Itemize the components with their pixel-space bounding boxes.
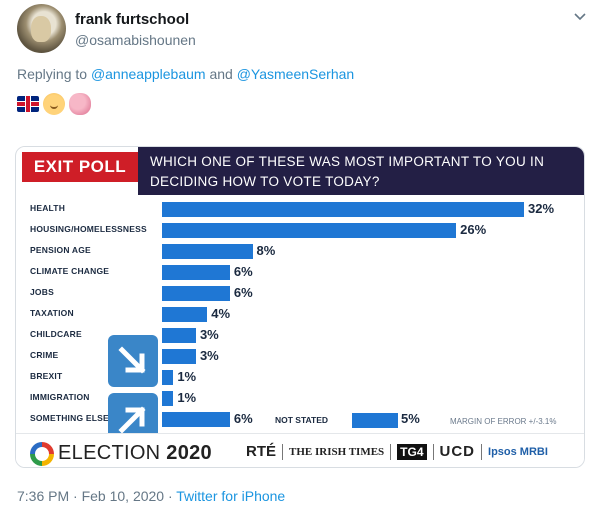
- bar-value-label: 3%: [199, 327, 219, 342]
- chart-bar: [162, 202, 524, 217]
- chart-row: JOBS 6%: [16, 283, 584, 304]
- chevron-down-icon[interactable]: [573, 10, 587, 24]
- chart-bar: [162, 265, 230, 280]
- chart-row: PENSION AGE 8%: [16, 241, 584, 262]
- not-stated-bar: [352, 413, 398, 428]
- chart-row: IMMIGRATION 1%: [16, 388, 584, 409]
- mention-link-2[interactable]: @YasmeenSerhan: [236, 66, 355, 82]
- election-year: 2020: [166, 442, 212, 464]
- rte-logo: RTÉ: [240, 444, 283, 460]
- bar-value-label: 6%: [233, 285, 253, 300]
- bar-value-label: 8%: [256, 243, 276, 258]
- chart-row: CRIME 3%: [16, 346, 584, 367]
- avatar[interactable]: [17, 4, 66, 53]
- tg4-text: TG4: [397, 444, 427, 460]
- tweet-header: frank furtschool @osamabishounen: [17, 4, 587, 56]
- chart-bar: [162, 244, 253, 259]
- category-label: IMMIGRATION: [30, 392, 90, 402]
- bar-chart: HEALTH 32% HOUSING/HOMELESSNESS 26% PENSION …: [16, 199, 584, 431]
- chart-bar: [162, 391, 174, 406]
- category-label: TAXATION: [30, 308, 74, 318]
- bar-value-label: 1%: [177, 390, 197, 405]
- chart-bar: [162, 328, 196, 343]
- display-name[interactable]: frank furtschool: [75, 11, 190, 28]
- broadcaster-logos: RTÉ THE IRISH TIMES TG4 UCD Ipsos MRBI: [240, 444, 554, 460]
- chart-bar: [162, 349, 196, 364]
- category-label: JOBS: [30, 287, 54, 297]
- not-stated-label: NOT STATED: [275, 415, 329, 425]
- chart-row: SOMETHING ELSE 6%: [16, 409, 584, 430]
- baby-icon: [43, 93, 65, 115]
- chart-bar: [162, 286, 230, 301]
- category-label: HEALTH: [30, 203, 66, 213]
- chart-bar: [162, 412, 230, 427]
- election-logo-icon: [30, 442, 54, 466]
- margin-of-error: MARGIN OF ERROR +/-3.1%: [450, 417, 557, 426]
- ucd-logo: UCD: [434, 444, 483, 460]
- brain-icon: [69, 93, 91, 115]
- chart-row: HEALTH 32%: [16, 199, 584, 220]
- category-label: PENSION AGE: [30, 245, 91, 255]
- chart-row: HOUSING/HOMELESSNESS 26%: [16, 220, 584, 241]
- timestamp-text[interactable]: 7:36 PM · Feb 10, 2020 ·: [17, 488, 173, 504]
- bar-value-label: 6%: [233, 411, 253, 426]
- tg4-logo: TG4: [391, 444, 434, 460]
- exit-poll-image[interactable]: EXIT POLL WHICH ONE OF THESE WAS MOST IM…: [15, 146, 585, 468]
- category-label: CLIMATE CHANGE: [30, 266, 110, 276]
- tweet-source-link[interactable]: Twitter for iPhone: [176, 488, 286, 504]
- arrow-down-right-icon: [108, 335, 158, 387]
- bar-value-label: 6%: [233, 264, 253, 279]
- tweet-timestamp: 7:36 PM · Feb 10, 2020 · Twitter for iPh…: [17, 488, 285, 504]
- exit-poll-badge: EXIT POLL: [22, 152, 138, 182]
- poll-footer: ELECTION 2020 RTÉ THE IRISH TIMES TG4 UC…: [16, 433, 584, 467]
- uk-flag-icon: [17, 96, 39, 112]
- chart-bar: [162, 223, 457, 238]
- bar-value-label: 3%: [199, 348, 219, 363]
- user-handle[interactable]: @osamabishounen: [75, 32, 196, 48]
- bar-value-label: 26%: [460, 222, 487, 237]
- chart-bar: [162, 307, 208, 322]
- category-label: HOUSING/HOMELESSNESS: [30, 224, 147, 234]
- chart-row: CHILDCARE 3%: [16, 325, 584, 346]
- category-label: CRIME: [30, 350, 59, 360]
- category-label: BREXIT: [30, 371, 63, 381]
- mention-link-1[interactable]: @anneapplebaum: [90, 66, 206, 82]
- poll-question: WHICH ONE OF THESE WAS MOST IMPORTANT TO…: [138, 147, 584, 195]
- bar-value-label: 32%: [528, 201, 555, 216]
- replying-prefix: Replying to: [17, 66, 88, 82]
- tweet-emojis: [17, 93, 91, 115]
- election-title: ELECTION 2020: [58, 442, 212, 465]
- replying-joiner: and: [209, 66, 233, 82]
- election-prefix: ELECTION: [58, 442, 161, 464]
- chart-row: CLIMATE CHANGE 6%: [16, 262, 584, 283]
- chart-row: BREXIT 1%: [16, 367, 584, 388]
- category-label: SOMETHING ELSE: [30, 413, 109, 423]
- bar-value-label: 4%: [211, 306, 231, 321]
- chart-bar: [162, 370, 174, 385]
- replying-to: Replying to @anneapplebaum and @YasmeenS…: [17, 66, 354, 82]
- chart-row: TAXATION 4%: [16, 304, 584, 325]
- poll-header: EXIT POLL WHICH ONE OF THESE WAS MOST IM…: [17, 147, 584, 197]
- ipsos-logo: Ipsos MRBI: [488, 446, 548, 458]
- category-label: CHILDCARE: [30, 329, 82, 339]
- irish-times-logo: THE IRISH TIMES: [283, 444, 392, 460]
- not-stated-value: 5%: [401, 411, 420, 426]
- bar-value-label: 1%: [177, 369, 197, 384]
